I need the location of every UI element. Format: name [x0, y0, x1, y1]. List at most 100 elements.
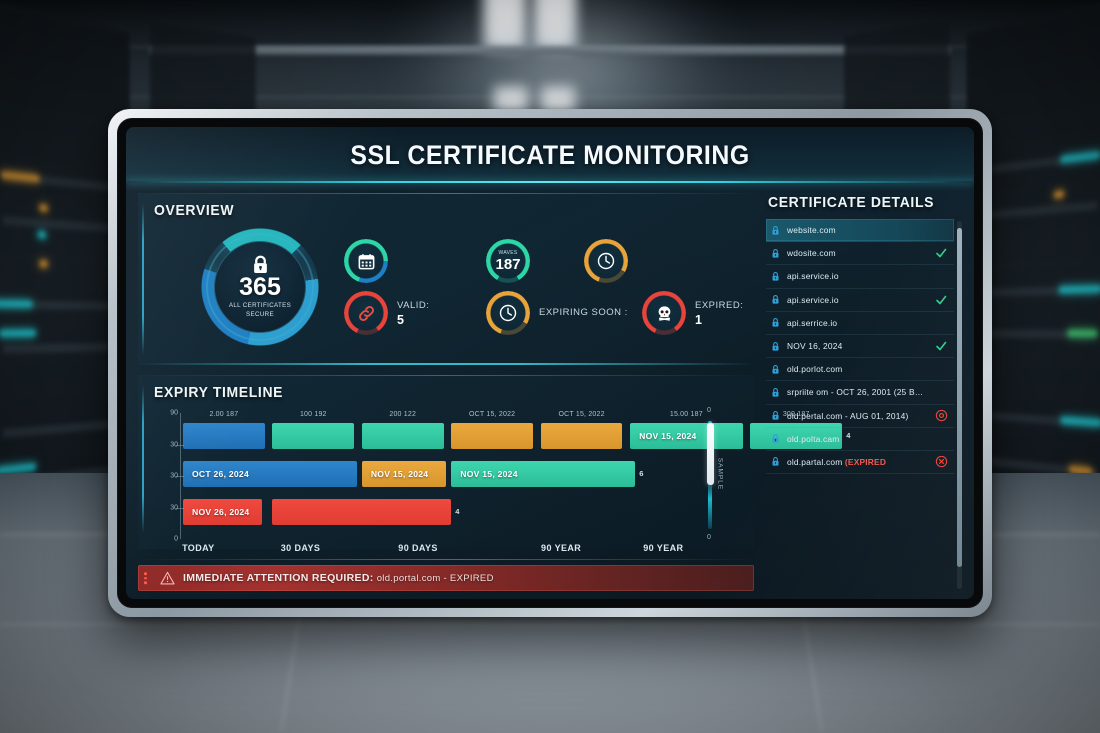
certificate-details-panel: CERTIFICATE DETAILS website.com wdosite.c… — [766, 193, 962, 591]
chart-bar[interactable]: NOV 15, 2024 — [451, 461, 636, 488]
alert-section: IMMEDIATE ATTENTION REQUIRED: old.portal… — [138, 559, 754, 591]
alert-banner[interactable]: IMMEDIATE ATTENTION REQUIRED: old.portal… — [138, 565, 754, 591]
slider-handle[interactable] — [706, 423, 714, 486]
certificate-row[interactable]: NOV 16, 2024 — [766, 335, 954, 359]
chart-bar[interactable] — [272, 499, 452, 526]
chart-bar[interactable] — [451, 423, 534, 450]
scrollbar-thumb[interactable] — [957, 228, 962, 567]
secure-caption-2: SECURE — [246, 310, 274, 318]
overview-bottom-divider — [138, 363, 754, 366]
certificate-name: old.polta.cam — [787, 433, 840, 444]
calendar-icon — [358, 253, 374, 269]
slider-axis-label: SAMPLE — [716, 457, 724, 491]
certificate-name: old.partal.com (EXPIRED — [787, 456, 887, 467]
certificate-list[interactable]: website.com wdosite.com api.service.io api.… — [766, 219, 962, 591]
chart-y-tickmark — [176, 444, 184, 446]
metric-row-top: WAVES 187 — [344, 239, 778, 283]
valid-label: VALID: — [397, 299, 430, 311]
chart-bar-caption: OCT 15, 2022 — [469, 411, 516, 419]
status-empty — [934, 316, 948, 330]
certificate-name: api.serrice.io — [787, 317, 838, 328]
metric-valid[interactable]: VALID: 5 — [344, 291, 480, 335]
timeline-title: EXPIRY TIMELINE — [154, 384, 284, 402]
status-empty — [934, 362, 948, 376]
chart-y-tick: 0 — [174, 535, 178, 543]
metric-clock-top[interactable] — [584, 239, 720, 283]
chart-bar-caption: 2.00 187 — [209, 411, 239, 419]
chart-x-tick: 90 DAYS — [398, 543, 438, 554]
certificate-row[interactable]: api.service.io — [766, 265, 954, 289]
metric-expiring-soon[interactable]: EXPIRING SOON : — [486, 291, 636, 335]
metric-calendar[interactable] — [344, 239, 480, 283]
chart-y-tick: 30 — [170, 504, 178, 512]
clock-icon — [597, 252, 615, 270]
chart-plot-area: 2.00 187 100 192 200 122 OCT 15, 2022 OCT 15… — [183, 411, 850, 539]
metric-expired[interactable]: EXPIRED: 1 — [642, 291, 778, 335]
chart-bar[interactable]: NOV 15, 2024 — [630, 423, 743, 450]
chart-bar-row: 2.00 187 100 192 200 122 OCT 15, 2022 OCT 15… — [183, 411, 850, 450]
link-icon — [358, 305, 374, 321]
certificate-row[interactable]: api.serrice.io — [766, 312, 954, 335]
chart-bar[interactable] — [183, 423, 265, 450]
certificate-name: website.com — [787, 225, 836, 236]
timeline-slider[interactable]: 0 SAMPLE 0 — [698, 407, 732, 541]
chart-bar[interactable] — [750, 423, 843, 450]
chart-bar[interactable]: OCT 26, 2024 — [183, 461, 357, 488]
lock-icon — [771, 341, 780, 352]
check-icon — [934, 339, 948, 353]
certificate-row[interactable]: old.polta.cam — [766, 428, 954, 451]
left-column: OVERVIEW — [138, 193, 850, 591]
panel-divider — [138, 193, 754, 194]
alert-text: IMMEDIATE ATTENTION REQUIRED: old.portal… — [183, 572, 494, 584]
clock-icon — [499, 304, 517, 322]
certificate-row[interactable]: old.porlot.com — [766, 358, 954, 382]
expired-badge: (EXPIRED — [842, 456, 887, 467]
tablet-device: SSL CERTIFICATE MONITORING OVERVIEW — [108, 109, 992, 617]
certificate-row[interactable]: api.service.io — [766, 289, 954, 312]
status-empty — [934, 385, 948, 399]
alert-menu-icon[interactable] — [144, 572, 147, 584]
chart-y-tick: 30 — [170, 472, 178, 480]
certificate-row[interactable]: srpriite om - OCT 26, 2001 (25 Bnd) — [766, 381, 954, 405]
chart-bar-caption: 300 187 — [782, 411, 810, 419]
lock-icon — [771, 387, 780, 398]
metric-row-bottom: VALID: 5 — [344, 291, 778, 335]
certificate-list-scrollbar[interactable] — [957, 221, 962, 589]
certificate-row[interactable]: old.pertal.com - AUG 01, 2014) — [766, 405, 954, 428]
check-icon — [934, 293, 948, 307]
lock-icon — [771, 410, 780, 421]
certificate-name: api.service.io — [787, 271, 839, 282]
secure-gauge: 365 ALL CERTIFICATES SECURE — [194, 221, 326, 353]
lock-icon — [771, 317, 780, 328]
certificate-row[interactable]: wdosite.com — [766, 242, 954, 266]
check-icon — [934, 246, 948, 260]
chart-y-axis: 90 30 30 30 0 — [154, 410, 180, 543]
chart-bar[interactable]: NOV 26, 2024 — [183, 499, 263, 526]
chart-bar-caption: 15.00 187 — [669, 411, 703, 419]
chart-bar[interactable] — [361, 423, 444, 450]
chart-y-tickmark — [176, 507, 184, 509]
certificate-details-title: CERTIFICATE DETAILS — [768, 194, 935, 211]
chart-bar[interactable] — [272, 423, 355, 450]
chart-bar[interactable] — [540, 423, 623, 450]
chart-x-tick: 90 YEAR — [643, 543, 684, 554]
alert-divider — [138, 559, 754, 560]
panel-divider — [138, 375, 754, 377]
chart-x-tick: TODAY — [182, 543, 215, 554]
structural-beam — [150, 46, 950, 55]
right-column: CERTIFICATE DETAILS website.com wdosite.c… — [766, 193, 962, 591]
chart-y-tick: 30 — [170, 441, 178, 449]
chart-bar-row: OCT 26, 2024 NOV 15, 2024 NOV 15, 2024 6 — [183, 461, 694, 488]
certificate-row[interactable]: old.partal.com (EXPIRED — [766, 451, 954, 475]
lock-icon — [771, 433, 780, 444]
tablet-bezel: SSL CERTIFICATE MONITORING OVERVIEW — [117, 118, 983, 608]
alert-prefix: IMMEDIATE ATTENTION REQUIRED: — [183, 572, 374, 584]
lock-icon — [771, 294, 780, 305]
metric-waves[interactable]: WAVES 187 — [486, 239, 578, 283]
certificate-row[interactable]: website.com — [766, 219, 954, 243]
chart-bar-caption: 100 192 — [299, 411, 327, 419]
valid-value: 5 — [397, 312, 404, 327]
dashboard-header: SSL CERTIFICATE MONITORING — [126, 127, 974, 183]
overview-content: 365 ALL CERTIFICATES SECURE — [154, 221, 743, 353]
chart-bar[interactable]: NOV 15, 2024 — [361, 461, 447, 488]
